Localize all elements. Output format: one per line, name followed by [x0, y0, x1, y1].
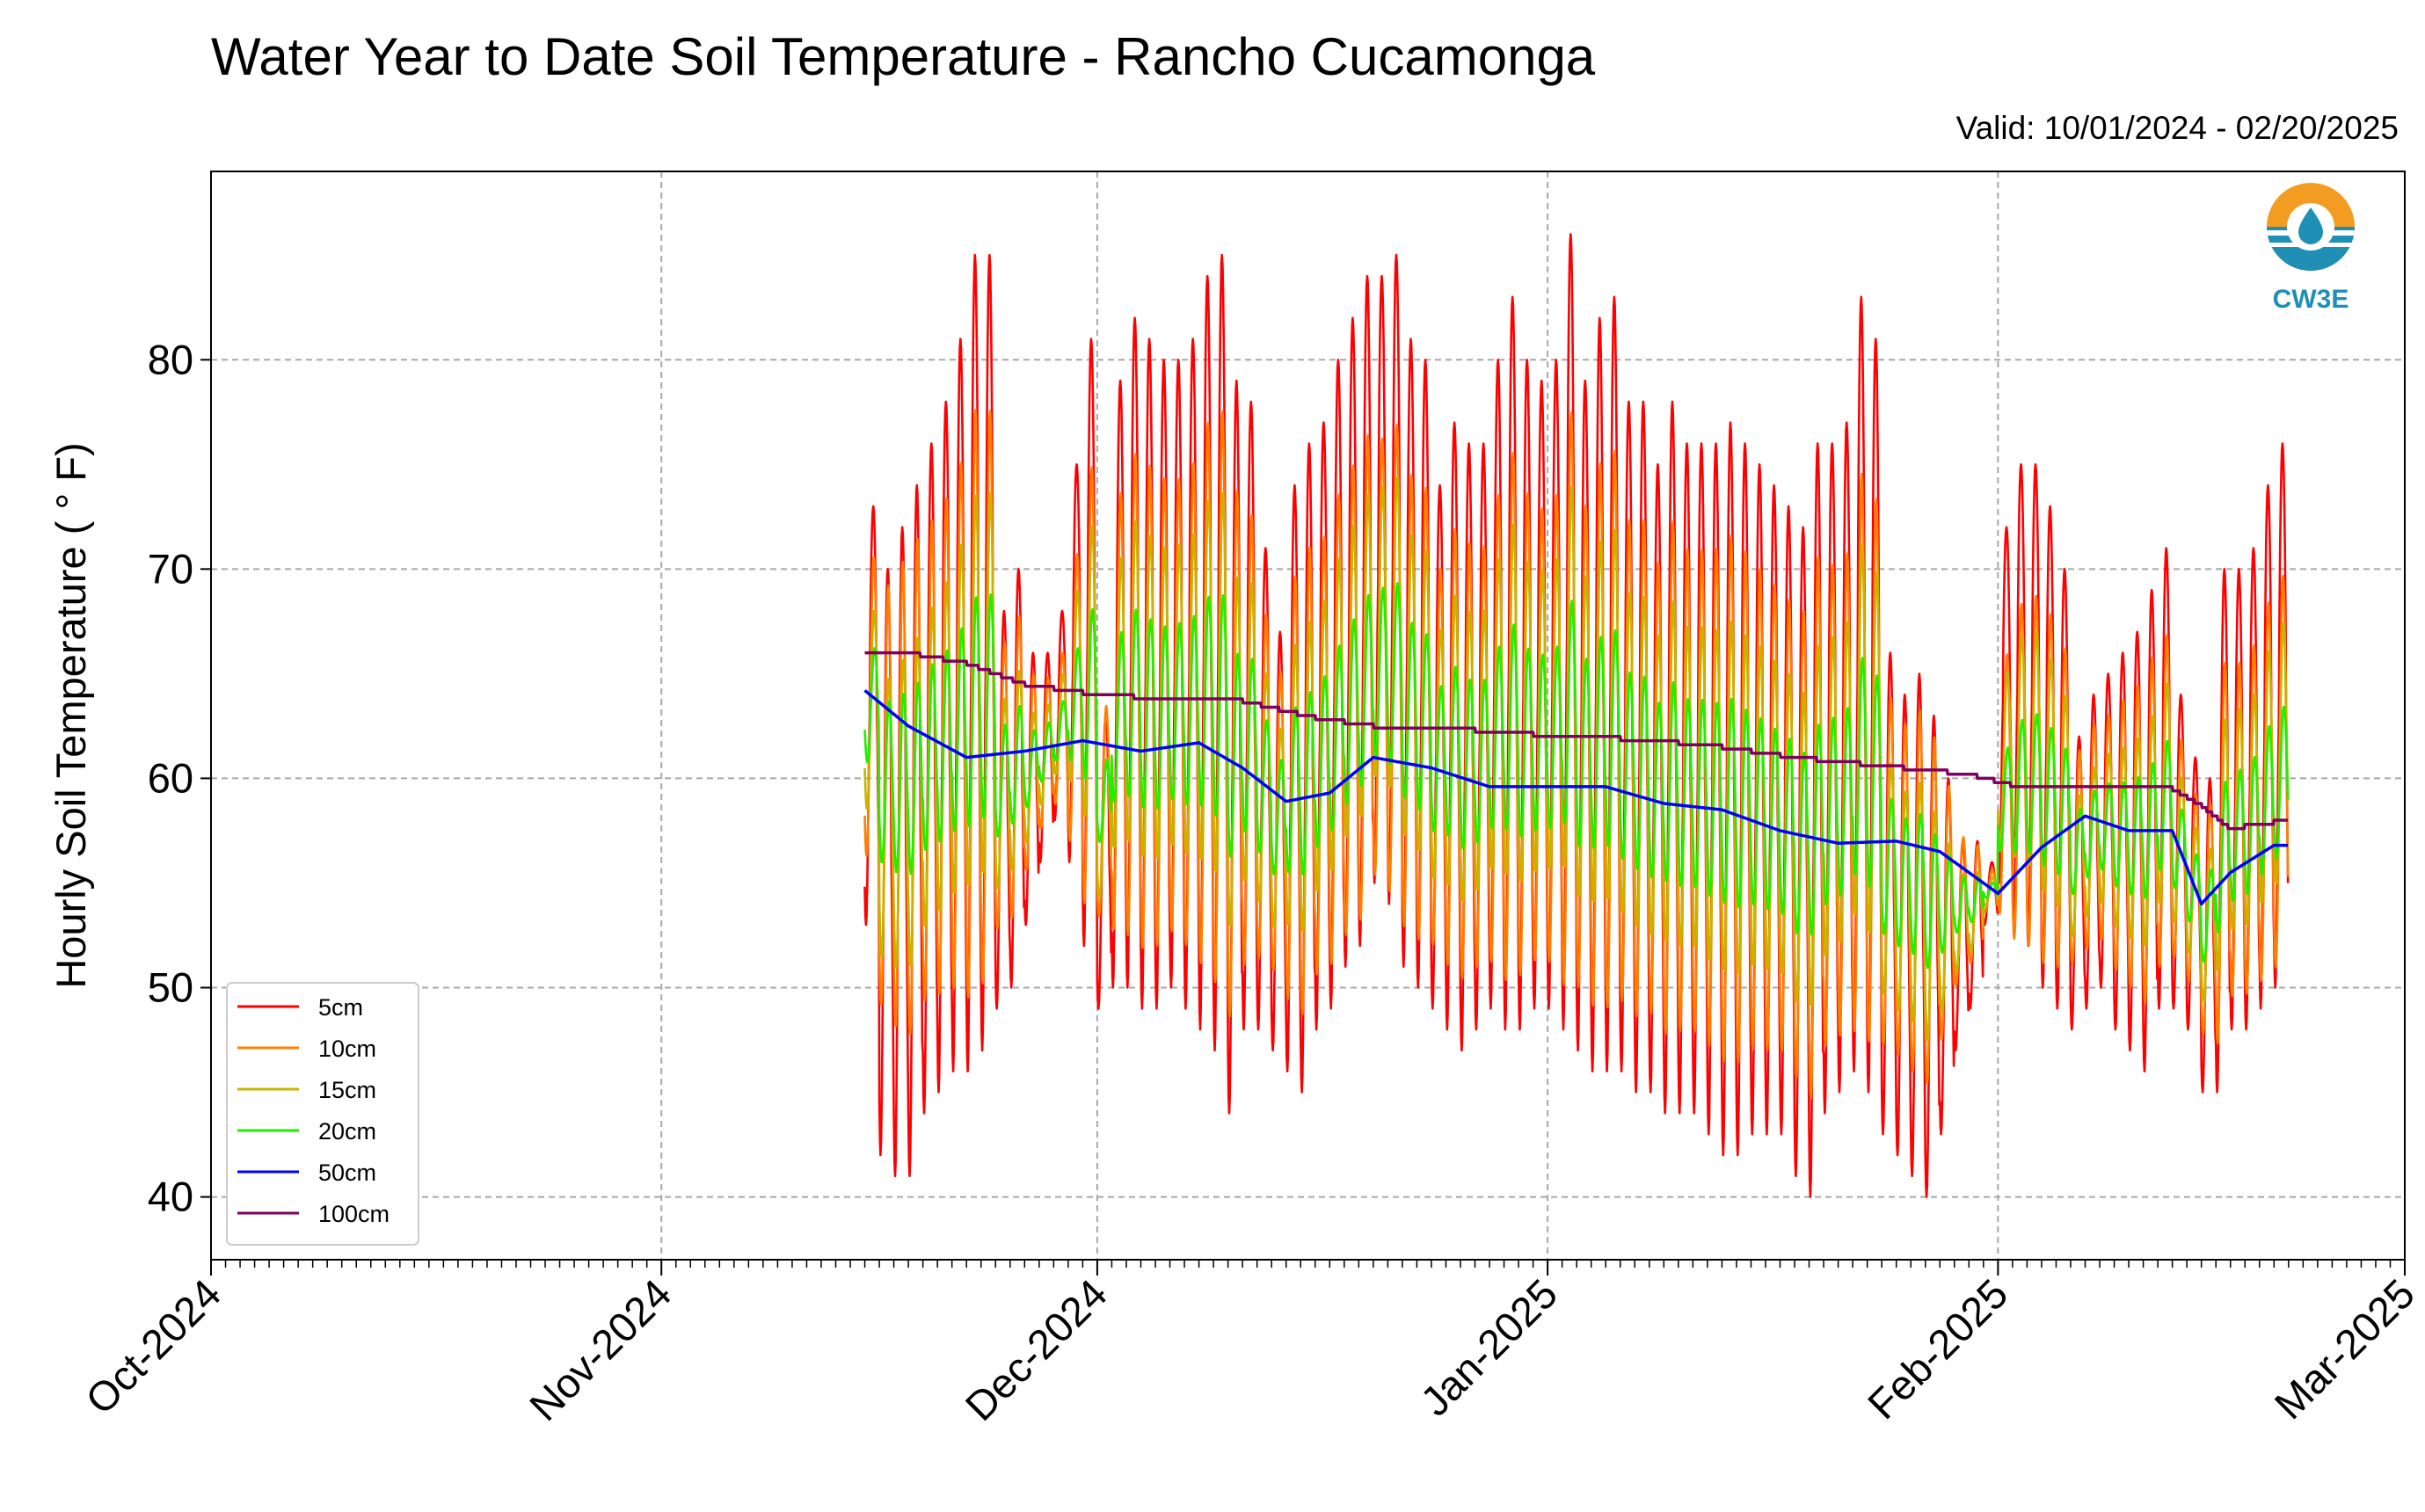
- cw3e-logo: CW3E: [2267, 183, 2355, 314]
- y-tick-label: 60: [148, 754, 193, 801]
- x-tick-label: Mar-2025: [2265, 1270, 2423, 1428]
- legend-label-15cm: 15cm: [318, 1077, 376, 1103]
- plot-area: [863, 233, 2290, 1198]
- legend: 5cm 10cm 15cm 20cm 50cm 100cm: [226, 982, 419, 1246]
- chart-title: Water Year to Date Soil Temperature - Ra…: [211, 27, 1596, 86]
- legend-label-5cm: 5cm: [318, 994, 363, 1021]
- x-tick-label: Jan-2025: [1411, 1270, 1566, 1425]
- series-line-100cm: [863, 651, 2290, 831]
- water-drop-icon: [2267, 183, 2355, 271]
- plot-frame: [210, 171, 2406, 1261]
- y-axis: 40 50 60 70 80: [148, 336, 211, 1220]
- x-tick-label: Feb-2025: [1859, 1270, 2017, 1428]
- legend-label-20cm: 20cm: [318, 1118, 376, 1145]
- y-tick-label: 80: [148, 336, 193, 382]
- x-tick-label: Nov-2024: [521, 1270, 681, 1430]
- y-axis-label: Hourly Soil Temperature ( ° F): [47, 442, 94, 988]
- y-tick-label: 70: [148, 545, 193, 592]
- legend-label-10cm: 10cm: [318, 1036, 376, 1062]
- y-tick-label: 50: [148, 964, 193, 1011]
- chart-subtitle: Valid: 10/01/2024 - 02/20/2025: [1955, 110, 2399, 146]
- x-axis: Oct-2024 Nov-2024 Dec-2024 Jan-2025 Feb-2025…: [76, 1260, 2423, 1429]
- series-line-50cm: [863, 689, 2290, 906]
- legend-label-50cm: 50cm: [318, 1159, 376, 1186]
- x-tick-label: Oct-2024: [76, 1270, 229, 1423]
- series-line-20cm: [863, 582, 2290, 970]
- legend-label-100cm: 100cm: [318, 1201, 390, 1227]
- y-tick-label: 40: [148, 1174, 193, 1220]
- x-tick-label: Dec-2024: [956, 1270, 1116, 1430]
- logo-text: CW3E: [2273, 285, 2349, 314]
